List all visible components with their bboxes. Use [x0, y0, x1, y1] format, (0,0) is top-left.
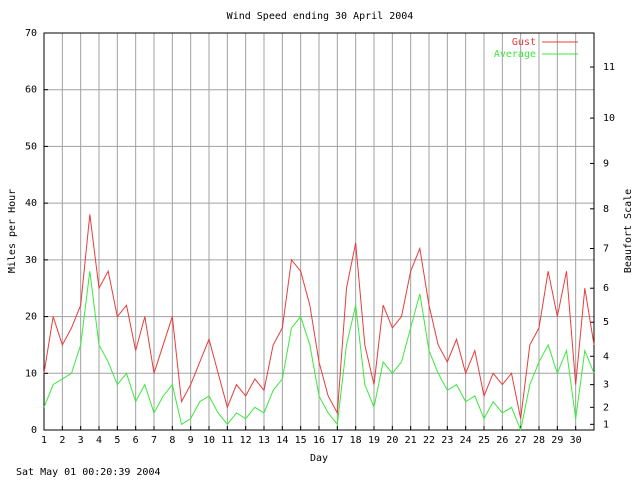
footer: Sat May 01 00:20:39 2004: [16, 467, 161, 478]
y2-tick-label: 10: [603, 113, 615, 124]
legend-label: Gust: [512, 37, 536, 48]
x-tick-label: 8: [169, 435, 175, 446]
x-tick-label: 17: [331, 435, 343, 446]
x-tick-label: 9: [188, 435, 194, 446]
y2-tick-label: 9: [603, 158, 609, 169]
data-line: [43, 214, 595, 419]
x-tick-label: 16: [313, 435, 325, 446]
y2-tick-label: 7: [603, 244, 609, 255]
plot-frame: [43, 32, 595, 431]
x-tick-label: 4: [96, 435, 102, 446]
y-tick-label: 70: [25, 28, 37, 39]
y2-tick-label: 1: [603, 419, 609, 430]
x-tick-label: 3: [78, 435, 84, 446]
x-tick-label: 21: [405, 435, 417, 446]
y-tick-label: 50: [25, 141, 37, 152]
y2-tick-label: 3: [603, 380, 609, 391]
legend-label: Average: [494, 49, 536, 60]
x-tick-label: 1: [41, 435, 47, 446]
x-tick-label: 7: [151, 435, 157, 446]
x-tick-label: 6: [133, 435, 139, 446]
y2-tick-label: 8: [603, 204, 609, 215]
x-tick-label: 30: [570, 435, 582, 446]
data-line: [43, 271, 595, 432]
x-tick-label: 23: [441, 435, 453, 446]
y-tick-label: 0: [31, 425, 37, 436]
y-axis-label: Miles per Hour: [7, 189, 18, 273]
y2-tick-label: 5: [603, 317, 609, 328]
x-tick-label: 22: [423, 435, 435, 446]
y2-tick-label: 6: [603, 283, 609, 294]
x-tick-label: 12: [240, 435, 252, 446]
y2-tick-label: 4: [603, 351, 609, 362]
chart-title: Wind Speed ending 30 April 2004: [227, 11, 414, 22]
x-tick-label: 18: [350, 435, 362, 446]
x-tick-label: 28: [533, 435, 545, 446]
y2-tick-label: 2: [603, 402, 609, 413]
x-tick-label: 20: [386, 435, 398, 446]
x-tick-label: 15: [295, 435, 307, 446]
y-tick-label: 10: [25, 368, 37, 379]
y-tick-label: 20: [25, 312, 37, 323]
x-tick-label: 19: [368, 435, 380, 446]
x-tick-label: 11: [221, 435, 233, 446]
y2-tick-label: 11: [603, 62, 615, 73]
x-tick-label: 26: [496, 435, 508, 446]
x-tick-label: 13: [258, 435, 270, 446]
y-tick-label: 40: [25, 198, 37, 209]
x-axis-label: Day: [310, 453, 328, 464]
x-tick-label: 5: [114, 435, 120, 446]
y-tick-label: 30: [25, 255, 37, 266]
x-tick-label: 25: [478, 435, 490, 446]
x-tick-label: 2: [59, 435, 65, 446]
y-tick-label: 60: [25, 85, 37, 96]
x-tick-label: 14: [276, 435, 288, 446]
x-tick-label: 24: [460, 435, 472, 446]
y2-axis-label: Beaufort Scale: [623, 189, 634, 273]
x-tick-label: 29: [551, 435, 563, 446]
x-tick-label: 10: [203, 435, 215, 446]
x-tick-label: 27: [515, 435, 527, 446]
